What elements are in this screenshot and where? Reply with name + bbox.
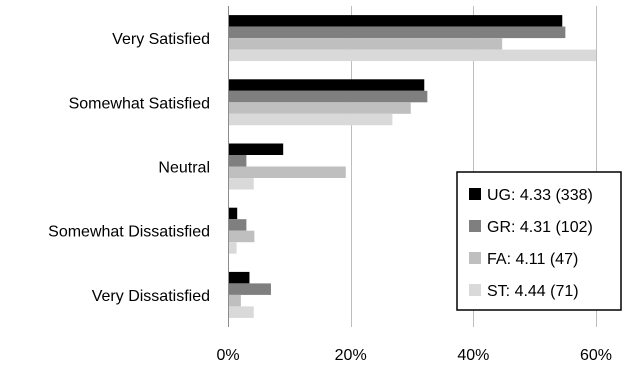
category-label: Very Dissatisfied [92,288,210,305]
legend-label: FA: 4.11 (47) [487,251,578,268]
bar [229,113,393,126]
bar [229,49,596,62]
legend-swatch [469,188,481,200]
legend-swatch [469,252,481,264]
legend: UG: 4.33 (338) GR: 4.31 (102) FA: 4.11 (47… [456,171,622,311]
bar [229,283,271,295]
bar [229,207,238,220]
x-tick-label: 20% [335,347,367,364]
x-tick-label: 0% [216,347,239,364]
x-tick-label: 40% [457,347,489,364]
category-labels: Very Satisfied Somewhat Satisfied Neutral S… [48,31,210,305]
bar [229,143,284,155]
legend-swatch [469,220,481,232]
bar [229,178,254,190]
x-tick-labels: 0% 20% 40% 60% [216,347,612,364]
bar [229,38,503,50]
category-label: Somewhat Satisfied [69,95,210,112]
bar [229,306,254,318]
bar [229,15,563,27]
legend-label: GR: 4.31 (102) [487,219,593,236]
legend-box [456,171,622,311]
bar [229,102,411,114]
legend-swatch [469,284,481,296]
bar [229,242,237,254]
legend-label: UG: 4.33 (338) [487,187,593,204]
bar [229,219,247,231]
bar [229,230,255,243]
bar [229,271,250,284]
bars [229,15,596,318]
x-tick-label: 60% [580,347,612,364]
bar [229,155,247,167]
legend-label: ST: 4.44 (71) [487,283,579,300]
bar [229,294,241,307]
category-label: Very Satisfied [112,31,210,48]
bar [229,79,425,91]
category-label: Neutral [158,160,210,177]
bar [229,26,566,39]
bar [229,166,346,178]
bar [229,90,428,103]
category-label: Somewhat Dissatisfied [48,224,210,241]
